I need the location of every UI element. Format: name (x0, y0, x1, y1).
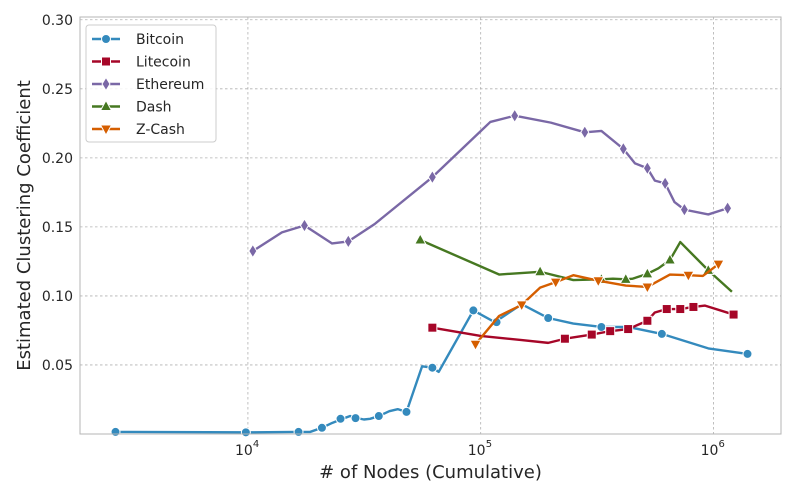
series-litecoin-point (427, 322, 438, 333)
series-litecoin-point (586, 329, 597, 340)
series-z-cash-point (549, 277, 563, 290)
series-litecoin-point (623, 324, 634, 335)
series-dash (413, 232, 733, 293)
x-tick-base: 10 (701, 443, 719, 459)
legend-label: Dash (136, 100, 172, 116)
x-tick-exponent: 4 (253, 439, 259, 450)
legend-item-bitcoin: Bitcoin (92, 32, 184, 48)
x-tick-base: 10 (235, 443, 253, 459)
x-tick-label: 10 5 (468, 439, 492, 459)
y-tick-label: 0.10 (42, 289, 73, 305)
x-tick-label: 10 6 (701, 439, 725, 459)
y-tick-label: 0.25 (42, 82, 73, 98)
legend-z-cash-point (99, 124, 113, 137)
legend-label: Ethereum (136, 77, 204, 93)
series-bitcoin-point (350, 413, 361, 424)
series-ethereum-point (427, 169, 437, 185)
series-ethereum-point (248, 243, 258, 259)
series-z-cash-point (515, 300, 529, 312)
series-layer (110, 108, 753, 438)
series-dash-point (413, 232, 427, 245)
series-bitcoin-point (293, 426, 304, 437)
series-z-cash-point (641, 282, 654, 294)
series-bitcoin-point (656, 328, 667, 339)
plot-frame (79, 16, 782, 435)
series-z-cash-point (591, 276, 605, 288)
legend-label: Bitcoin (136, 32, 184, 48)
series-ethereum-line (252, 114, 728, 253)
x-tick-exponent: 5 (486, 439, 492, 450)
series-bitcoin-point (401, 406, 412, 417)
series-dash-point (533, 264, 547, 277)
series-bitcoin-point (335, 413, 346, 424)
series-dash-point (641, 266, 654, 279)
x-axis-title: # of Nodes (Cumulative) (319, 462, 542, 483)
legend-item-z-cash: Z-Cash (92, 122, 185, 138)
series-dash-point (663, 252, 677, 265)
legend-label: Z-Cash (136, 122, 185, 138)
series-bitcoin-point (316, 422, 327, 433)
series-dash-point (619, 272, 633, 284)
series-ethereum-point (642, 160, 652, 176)
series-litecoin-point (605, 326, 616, 337)
series-ethereum-point (580, 124, 590, 140)
legend-item-dash: Dash (92, 99, 172, 116)
series-bitcoin-point (427, 362, 438, 373)
series-bitcoin-point (742, 348, 753, 359)
series-z-cash (469, 259, 725, 352)
y-tick-label: 0.15 (42, 220, 73, 236)
series-litecoin-point (661, 304, 672, 315)
series-dash-line (419, 238, 733, 293)
series-ethereum-point (660, 175, 670, 191)
series-ethereum-point (510, 108, 520, 124)
legend: Bitcoin Litecoin Ethereum Dash Z-Cash (85, 24, 217, 143)
series-ethereum-point (299, 218, 310, 233)
series-z-cash-point (682, 270, 695, 283)
series-bitcoin-point (373, 411, 384, 422)
series-ethereum-point (679, 202, 689, 218)
series-litecoin (427, 301, 739, 345)
series-litecoin-point (559, 333, 570, 344)
series-bitcoin-point (596, 321, 607, 332)
series-litecoin-point (688, 301, 699, 312)
series-bitcoin-point (468, 305, 479, 316)
legend-item-ethereum: Ethereum (92, 76, 204, 93)
series-ethereum (248, 108, 733, 259)
y-tick-label: 0.30 (42, 13, 73, 29)
series-litecoin-point (675, 304, 686, 315)
legend-label: Litecoin (136, 55, 191, 71)
y-tick-label: 0.05 (42, 358, 73, 374)
legend-bitcoin-point (101, 34, 111, 44)
x-tick-label: 10 4 (235, 439, 259, 459)
series-litecoin-point (642, 315, 653, 326)
legend-dash-point (99, 99, 113, 111)
x-tick-base: 10 (468, 443, 486, 459)
series-litecoin-point (728, 309, 739, 320)
y-axis-title: Estimated Clustering Coefficient (14, 80, 35, 371)
series-ethereum-point (618, 141, 628, 157)
legend-ethereum-point (101, 76, 111, 92)
legend-litecoin-point (101, 56, 111, 67)
y-tick-labels: 0.05 0.10 0.15 0.20 0.25 0.30 (42, 13, 73, 374)
series-bitcoin-point (110, 426, 121, 437)
x-tick-exponent: 6 (718, 439, 724, 450)
series-ethereum-point (723, 200, 733, 216)
series-bitcoin-point (240, 427, 251, 438)
series-ethereum-point (343, 233, 353, 249)
legend-item-litecoin: Litecoin (92, 55, 191, 71)
series-z-cash-point (712, 259, 725, 272)
series-bitcoin-point (543, 313, 554, 324)
y-tick-label: 0.20 (42, 151, 73, 167)
x-tick-labels: 10 4 10 5 10 6 (235, 439, 725, 459)
legend-box (85, 24, 217, 143)
series-z-cash-point (469, 339, 482, 352)
